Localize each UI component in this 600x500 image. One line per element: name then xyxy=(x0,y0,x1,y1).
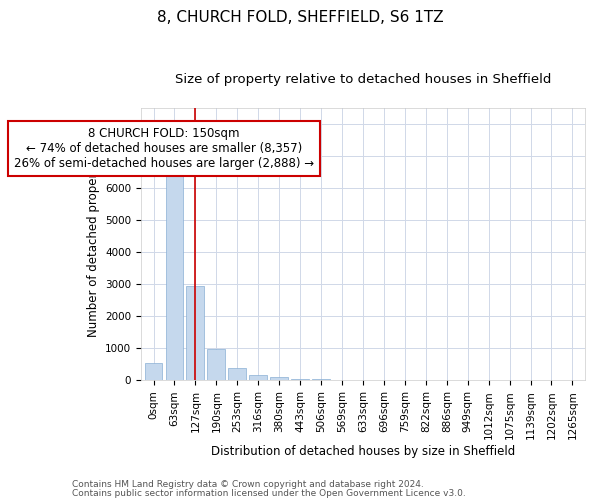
Bar xyxy=(166,175,184,380)
Bar xyxy=(312,378,330,380)
Text: Contains HM Land Registry data © Crown copyright and database right 2024.: Contains HM Land Registry data © Crown c… xyxy=(72,480,424,489)
Bar xyxy=(187,286,204,380)
Y-axis label: Number of detached properties: Number of detached properties xyxy=(86,151,100,337)
Title: Size of property relative to detached houses in Sheffield: Size of property relative to detached ho… xyxy=(175,72,551,86)
Bar xyxy=(145,363,163,380)
Text: 8, CHURCH FOLD, SHEFFIELD, S6 1TZ: 8, CHURCH FOLD, SHEFFIELD, S6 1TZ xyxy=(157,10,443,25)
Bar xyxy=(291,378,309,380)
Bar xyxy=(229,368,246,380)
Text: Contains public sector information licensed under the Open Government Licence v3: Contains public sector information licen… xyxy=(72,489,466,498)
Text: 8 CHURCH FOLD: 150sqm
← 74% of detached houses are smaller (8,357)
26% of semi-d: 8 CHURCH FOLD: 150sqm ← 74% of detached … xyxy=(14,127,314,170)
Bar xyxy=(250,375,267,380)
X-axis label: Distribution of detached houses by size in Sheffield: Distribution of detached houses by size … xyxy=(211,444,515,458)
Bar xyxy=(270,378,288,380)
Bar xyxy=(208,349,225,380)
